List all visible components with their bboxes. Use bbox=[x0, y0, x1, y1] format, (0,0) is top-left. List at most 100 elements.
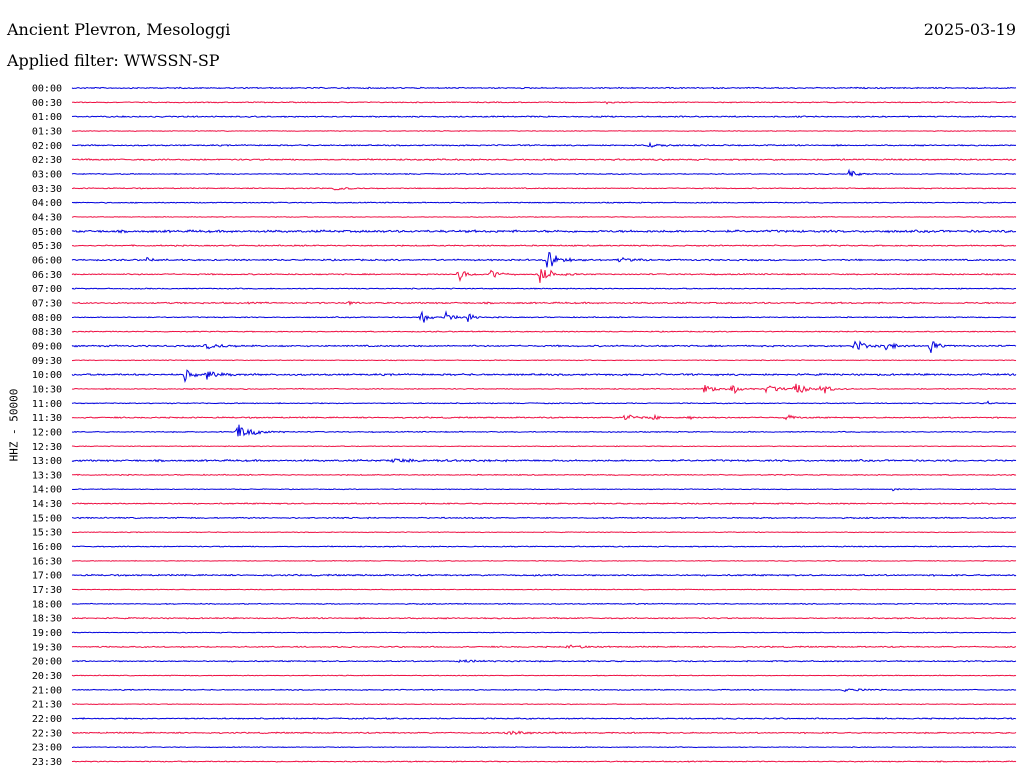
trace-row-2200 bbox=[71, 717, 1017, 720]
row-tick-label: 15:00 bbox=[32, 513, 62, 524]
row-tick-label: 19:30 bbox=[32, 642, 62, 653]
row-tick-label: 03:00 bbox=[32, 169, 62, 180]
trace-row-1300 bbox=[71, 457, 1017, 464]
row-tick-label: 20:00 bbox=[32, 657, 62, 668]
trace-row-0630 bbox=[71, 269, 1017, 283]
row-tick-label: 06:00 bbox=[32, 255, 62, 266]
trace-row-0400 bbox=[71, 201, 1017, 204]
filter-label: Applied filter: WWSSN-SP bbox=[7, 51, 220, 70]
trace-row-0700 bbox=[71, 287, 1017, 290]
trace-row-2100 bbox=[71, 688, 1017, 693]
trace-row-0330 bbox=[71, 187, 1017, 191]
trace-row-1800 bbox=[71, 602, 1017, 606]
row-tick-label: 14:30 bbox=[32, 499, 62, 510]
trace-row-0300 bbox=[71, 168, 1017, 177]
trace-row-1900 bbox=[71, 631, 1017, 634]
trace-row-2030 bbox=[71, 674, 1017, 677]
row-tick-label: 17:00 bbox=[32, 571, 62, 582]
trace-row-1600 bbox=[71, 545, 1017, 548]
trace-row-2300 bbox=[71, 746, 1017, 749]
trace-row-0930 bbox=[71, 359, 1017, 362]
trace-row-0230 bbox=[71, 158, 1017, 162]
trace-row-1130 bbox=[71, 413, 1017, 421]
trace-row-0030 bbox=[71, 101, 1017, 105]
row-tick-label: 07:00 bbox=[32, 284, 62, 295]
trace-row-1100 bbox=[71, 400, 1017, 405]
row-tick-label: 05:00 bbox=[32, 227, 62, 238]
row-tick-label: 16:30 bbox=[32, 556, 62, 567]
row-tick-label: 02:30 bbox=[32, 155, 62, 166]
trace-row-0130 bbox=[71, 129, 1017, 133]
row-tick-label: 20:30 bbox=[32, 671, 62, 682]
trace-row-1400 bbox=[71, 488, 1017, 492]
trace-row-0100 bbox=[71, 115, 1017, 119]
trace-row-1730 bbox=[71, 588, 1017, 591]
row-tick-label: 12:00 bbox=[32, 427, 62, 438]
row-tick-label: 16:00 bbox=[32, 542, 62, 553]
trace-row-0000 bbox=[71, 86, 1017, 90]
trace-row-0500 bbox=[71, 229, 1017, 234]
row-tick-label: 21:30 bbox=[32, 700, 62, 711]
trace-row-1930 bbox=[71, 644, 1017, 649]
row-tick-label: 04:00 bbox=[32, 198, 62, 209]
row-tick-label: 08:30 bbox=[32, 327, 62, 338]
trace-row-2330 bbox=[71, 760, 1017, 763]
row-tick-label: 15:30 bbox=[32, 528, 62, 539]
row-tick-label: 23:30 bbox=[32, 757, 62, 768]
trace-row-1030 bbox=[71, 383, 1017, 395]
trace-row-1200 bbox=[71, 424, 1017, 437]
row-tick-label: 21:00 bbox=[32, 685, 62, 696]
row-tick-label: 06:30 bbox=[32, 270, 62, 281]
row-tick-label: 13:30 bbox=[32, 470, 62, 481]
row-tick-label: 10:30 bbox=[32, 384, 62, 395]
trace-row-0830 bbox=[71, 330, 1017, 333]
row-tick-label: 11:00 bbox=[32, 399, 62, 410]
row-tick-label: 17:30 bbox=[32, 585, 62, 596]
row-tick-label: 23:00 bbox=[32, 743, 62, 754]
row-tick-label: 19:00 bbox=[32, 628, 62, 639]
row-tick-label: 01:30 bbox=[32, 126, 62, 137]
trace-row-0800 bbox=[71, 310, 1017, 323]
row-tick-label: 01:00 bbox=[32, 112, 62, 123]
row-tick-label: 13:00 bbox=[32, 456, 62, 467]
row-tick-label: 09:30 bbox=[32, 356, 62, 367]
trace-row-1700 bbox=[71, 573, 1017, 577]
row-tick-label: 10:00 bbox=[32, 370, 62, 381]
trace-row-0430 bbox=[71, 215, 1017, 218]
trace-row-0600 bbox=[71, 251, 1017, 268]
row-tick-label: 12:30 bbox=[32, 442, 62, 453]
row-tick-label: 09:00 bbox=[32, 341, 62, 352]
row-tick-label: 22:00 bbox=[32, 714, 62, 725]
trace-row-0530 bbox=[71, 244, 1017, 247]
station-title: Ancient Plevron, Mesologgi bbox=[7, 20, 231, 39]
row-tick-label: 18:30 bbox=[32, 614, 62, 625]
row-tick-label: 18:00 bbox=[32, 599, 62, 610]
trace-row-1330 bbox=[71, 473, 1017, 477]
trace-row-1630 bbox=[71, 559, 1017, 562]
row-tick-label: 02:00 bbox=[32, 141, 62, 152]
trace-lines bbox=[71, 86, 1017, 763]
row-tick-label: 14:00 bbox=[32, 485, 62, 496]
trace-row-1430 bbox=[71, 502, 1017, 506]
row-tick-label: 05:30 bbox=[32, 241, 62, 252]
row-tick-label: 00:30 bbox=[32, 98, 62, 109]
trace-row-0200 bbox=[71, 141, 1017, 148]
trace-row-1530 bbox=[71, 531, 1017, 534]
row-tick-label: 04:30 bbox=[32, 212, 62, 223]
trace-row-0730 bbox=[71, 300, 1017, 306]
trace-row-0900 bbox=[71, 340, 1017, 353]
trace-row-1830 bbox=[71, 616, 1017, 620]
trace-row-1230 bbox=[71, 445, 1017, 448]
trace-row-2130 bbox=[71, 703, 1017, 706]
row-tick-label: 11:30 bbox=[32, 413, 62, 424]
row-tick-label: 07:30 bbox=[32, 298, 62, 309]
row-tick-labels: 00:00 00:30 01:00 01:30 02:00 02:30 03:00 03:30… bbox=[32, 84, 62, 769]
trace-row-2000 bbox=[71, 658, 1017, 664]
row-tick-label: 08:00 bbox=[32, 313, 62, 324]
trace-row-1500 bbox=[71, 516, 1017, 520]
row-tick-label: 22:30 bbox=[32, 728, 62, 739]
trace-row-1000 bbox=[71, 369, 1017, 383]
trace-row-2230 bbox=[72, 730, 1017, 736]
row-tick-label: 00:00 bbox=[32, 84, 62, 95]
